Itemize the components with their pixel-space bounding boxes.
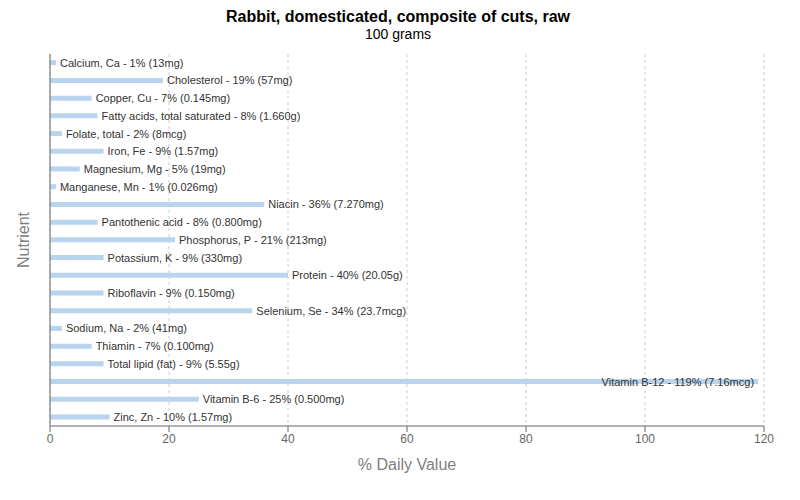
svg-text:Pantothenic acid - 8% (0.800mg: Pantothenic acid - 8% (0.800mg) [102, 216, 262, 228]
svg-text:Vitamin B-6 - 25% (0.500mg): Vitamin B-6 - 25% (0.500mg) [203, 393, 345, 405]
svg-text:Iron, Fe - 9% (1.57mg): Iron, Fe - 9% (1.57mg) [108, 145, 219, 157]
svg-text:Calcium, Ca - 1% (13mg): Calcium, Ca - 1% (13mg) [60, 57, 183, 69]
svg-text:40: 40 [281, 432, 295, 446]
svg-text:60: 60 [400, 432, 414, 446]
svg-text:80: 80 [519, 432, 533, 446]
svg-text:Sodium, Na - 2% (41mg): Sodium, Na - 2% (41mg) [66, 322, 187, 334]
svg-text:Niacin - 36% (7.270mg): Niacin - 36% (7.270mg) [268, 198, 384, 210]
svg-text:20: 20 [162, 432, 176, 446]
svg-text:Magnesium, Mg - 5% (19mg): Magnesium, Mg - 5% (19mg) [84, 163, 226, 175]
svg-text:Total lipid (fat) - 9% (5.55g): Total lipid (fat) - 9% (5.55g) [108, 358, 240, 370]
html-text:Rabbit, domesticated, composit: Rabbit, domesticated, composite of cuts,… [226, 8, 570, 25]
svg-text:Potassium, K - 9% (330mg): Potassium, K - 9% (330mg) [108, 252, 243, 264]
svg-text:Riboflavin - 9% (0.150mg): Riboflavin - 9% (0.150mg) [108, 287, 235, 299]
svg-text:Manganese, Mn - 1% (0.026mg): Manganese, Mn - 1% (0.026mg) [60, 181, 218, 193]
svg-text:Vitamin B-12 - 119% (7.16mcg): Vitamin B-12 - 119% (7.16mcg) [602, 376, 754, 388]
svg-text:0: 0 [47, 432, 54, 446]
svg-text:Copper, Cu - 7% (0.145mg): Copper, Cu - 7% (0.145mg) [96, 92, 231, 104]
svg-text:Folate, total - 2% (8mcg): Folate, total - 2% (8mcg) [66, 128, 186, 140]
svg-text:% Daily Value: % Daily Value [358, 456, 457, 473]
svg-text:Cholesterol - 19% (57mg): Cholesterol - 19% (57mg) [167, 74, 292, 86]
svg-text:Fatty acids, total saturated -: Fatty acids, total saturated - 8% (1.660… [102, 110, 301, 122]
svg-text:Selenium, Se - 34% (23.7mcg): Selenium, Se - 34% (23.7mcg) [256, 305, 406, 317]
svg-text:100: 100 [635, 432, 655, 446]
svg-text:Phosphorus, P - 21% (213mg): Phosphorus, P - 21% (213mg) [179, 234, 327, 246]
html-text:100 grams: 100 grams [364, 26, 432, 42]
svg-text:Protein - 40% (20.05g): Protein - 40% (20.05g) [292, 269, 403, 281]
svg-text:Thiamin - 7% (0.100mg): Thiamin - 7% (0.100mg) [96, 340, 214, 352]
svg-text:Zinc, Zn - 10% (1.57mg): Zinc, Zn - 10% (1.57mg) [114, 411, 233, 423]
svg-text:120: 120 [754, 432, 774, 446]
svg-text:Nutrient: Nutrient [15, 211, 32, 268]
